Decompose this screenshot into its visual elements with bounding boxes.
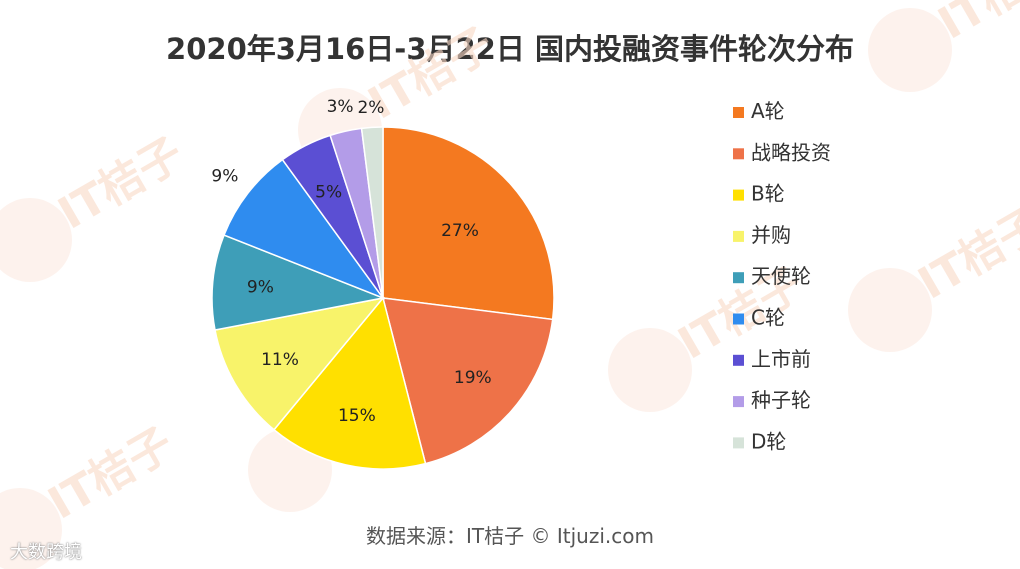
pie-slice xyxy=(381,297,554,465)
legend-swatch xyxy=(733,437,744,449)
legend-label: 上市前 xyxy=(751,347,811,371)
legend-label: D轮 xyxy=(751,429,786,453)
legend-label: 天使轮 xyxy=(751,264,811,288)
watermark-text: IT桔子 xyxy=(50,128,192,239)
legend-label: B轮 xyxy=(751,182,785,206)
legend-swatch xyxy=(733,189,744,201)
pie-slice xyxy=(360,126,384,299)
watermark-logo-icon xyxy=(0,198,72,282)
slice-data-label: 9% xyxy=(247,277,274,297)
legend-swatch xyxy=(733,396,744,408)
corner-logo: 大数跨境 xyxy=(10,542,82,563)
pie-slice xyxy=(382,126,555,321)
legend-swatch xyxy=(733,272,744,284)
watermark-logo-icon xyxy=(608,328,692,412)
slice-data-label: 9% xyxy=(211,166,238,186)
legend-swatch xyxy=(733,313,744,325)
pie-slice xyxy=(211,234,386,331)
legend-label: 并购 xyxy=(751,223,791,247)
watermark-logo-icon xyxy=(0,488,62,569)
pie-slices xyxy=(211,126,555,470)
pie-labels: 27% 19% 15% 11% 9% 9% 5% 3% 2% xyxy=(211,97,491,426)
legend-swatch xyxy=(733,230,744,242)
legend-swatch xyxy=(733,354,744,366)
pie-slice xyxy=(214,296,385,431)
slice-data-label: 5% xyxy=(315,182,342,202)
legend-swatch xyxy=(733,148,744,160)
source-note: 数据来源：IT桔子 © Itjuzi.com xyxy=(366,524,654,548)
slice-data-label: 19% xyxy=(454,368,492,388)
slice-data-label: 27% xyxy=(441,221,479,241)
pie-slice xyxy=(272,296,427,470)
slice-data-label: 3% xyxy=(327,97,354,117)
legend-label: 战略投资 xyxy=(751,140,831,164)
slice-data-label: 15% xyxy=(338,406,376,426)
watermark-text: IT桔子 xyxy=(40,418,182,529)
slice-data-label: 11% xyxy=(261,350,299,370)
watermark-logo-icon xyxy=(848,268,932,352)
legend-label: C轮 xyxy=(751,306,785,330)
watermark-logo-icon xyxy=(868,8,952,92)
pie-slice xyxy=(223,158,386,300)
watermark-text: IT桔子 xyxy=(910,198,1020,309)
legend-label: 种子轮 xyxy=(751,388,811,412)
slice-data-label: 2% xyxy=(357,98,384,118)
chart-title: 2020年3月16日-3月22日 国内投融资事件轮次分布 xyxy=(166,32,854,66)
legend-label: A轮 xyxy=(751,99,785,123)
legend-swatch xyxy=(733,107,744,118)
